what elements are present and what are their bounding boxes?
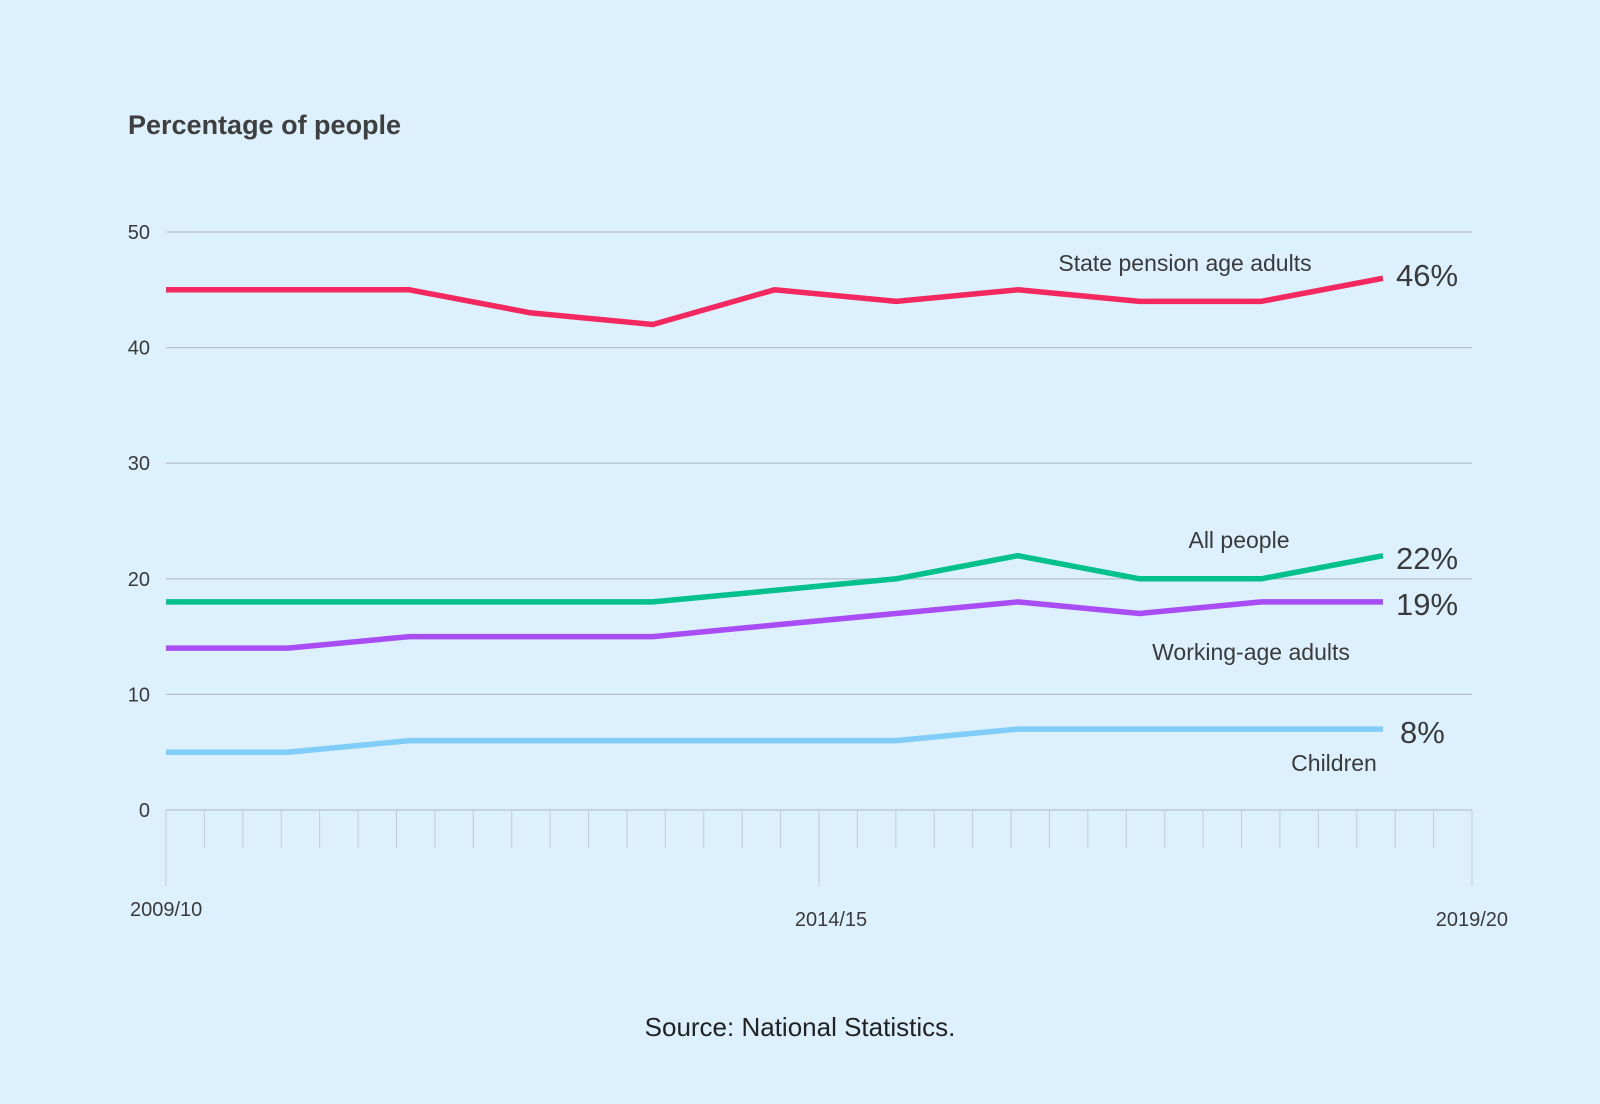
series-end-value-label: 8% xyxy=(1400,715,1445,750)
gridlines xyxy=(166,231,1472,811)
source-note: Source: National Statistics. xyxy=(645,1012,956,1042)
series-line-4 xyxy=(166,726,1383,755)
y-tick-label: 20 xyxy=(128,569,150,591)
series-name-label: All people xyxy=(1188,527,1289,553)
y-tick-label: 30 xyxy=(128,453,150,475)
series-line-2 xyxy=(166,552,1384,605)
series-end-value-label: 19% xyxy=(1396,587,1458,622)
x-tick-label: 2009/10 xyxy=(130,899,202,921)
y-axis-title: Percentage of people xyxy=(128,110,401,140)
x-axis: 2009/10 2014/15 2019/20 xyxy=(130,810,1508,931)
series-name-label: State pension age adults xyxy=(1058,250,1311,276)
series-name-label: Children xyxy=(1291,750,1377,776)
series-name-label: Working-age adults xyxy=(1152,639,1350,665)
series-lines xyxy=(166,275,1384,755)
y-tick-label: 10 xyxy=(128,684,150,706)
series-end-value-label: 22% xyxy=(1396,541,1458,576)
x-tick-label: 2019/20 xyxy=(1436,909,1508,931)
series-line-1 xyxy=(166,275,1384,328)
y-tick-label: 50 xyxy=(128,222,150,244)
series-labels: State pension age adults 46% All people 22%… xyxy=(1058,250,1458,776)
y-tick-label: 40 xyxy=(128,338,150,360)
y-tick-label: 0 xyxy=(139,800,150,822)
series-line-3 xyxy=(166,599,1383,651)
y-axis-ticks: 0 10 20 30 40 50 xyxy=(128,222,150,822)
series-end-value-label: 46% xyxy=(1396,258,1458,293)
x-tick-label: 2014/15 xyxy=(795,909,867,931)
